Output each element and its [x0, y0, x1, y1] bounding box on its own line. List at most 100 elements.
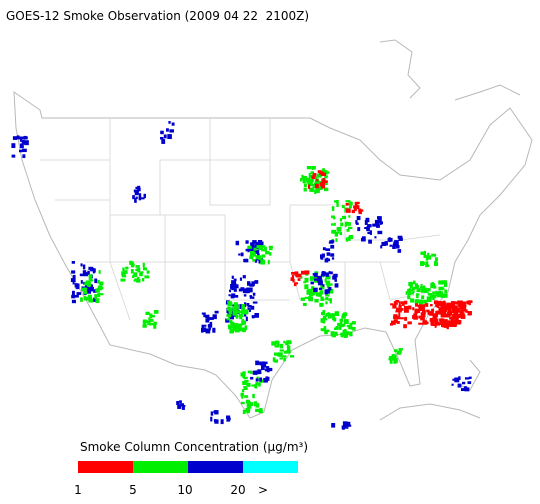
smoke-pixel [418, 302, 422, 308]
smoke-pixel [323, 180, 328, 183]
smoke-pixel [19, 137, 23, 142]
smoke-pixel [436, 305, 440, 308]
smoke-pixel [395, 310, 398, 313]
smoke-pixel [345, 421, 351, 426]
smoke-pixel [242, 381, 247, 386]
smoke-pixel [140, 197, 145, 200]
smoke-pixel [349, 331, 353, 337]
color-bar-segment [188, 461, 243, 473]
smoke-pixel [302, 175, 307, 179]
smoke-pixel [145, 311, 150, 316]
smoke-pixel [274, 352, 279, 356]
smoke-pixel [93, 289, 97, 293]
smoke-pixel [250, 376, 254, 380]
smoke-pixel [334, 283, 339, 288]
smoke-pixel [426, 309, 430, 313]
smoke-pixel [135, 196, 138, 199]
smoke-pixel [468, 376, 472, 379]
smoke-pixel [452, 314, 457, 320]
smoke-pixel [420, 283, 423, 287]
smoke-pixel [328, 288, 334, 294]
smoke-pixel [429, 293, 432, 298]
smoke-pixel [149, 322, 154, 326]
smoke-pixel [241, 389, 245, 393]
smoke-pixel [138, 193, 142, 197]
smoke-pixel [237, 323, 243, 327]
smoke-pixel [146, 270, 150, 274]
smoke-pixel [303, 183, 307, 188]
smoke-pixel [409, 284, 413, 289]
smoke-pixel [325, 294, 330, 297]
smoke-pixel [420, 261, 425, 265]
smoke-pixel [440, 291, 443, 295]
smoke-pixel [450, 301, 456, 305]
smoke-pixel [365, 217, 370, 223]
smoke-pixel [408, 282, 413, 287]
smoke-pixel [403, 324, 407, 329]
smoke-pixel [446, 305, 452, 310]
smoke-pixel [398, 348, 403, 351]
smoke-pixel [444, 289, 448, 294]
color-bar-label: 5 [129, 483, 137, 497]
smoke-pixel [317, 279, 323, 283]
smoke-pixel [316, 173, 322, 178]
smoke-pixel [396, 315, 400, 320]
smoke-pixel [450, 303, 455, 306]
smoke-pixel [435, 310, 439, 314]
smoke-pixel [332, 331, 338, 336]
smoke-pixel [396, 307, 400, 311]
smoke-pixel [407, 295, 411, 300]
smoke-pixel [326, 274, 329, 277]
smoke-pixel [249, 295, 252, 298]
smoke-pixel [246, 383, 251, 387]
smoke-pixel [434, 323, 437, 328]
smoke-pixel [396, 245, 400, 249]
smoke-pixel [398, 348, 402, 353]
smoke-pixel [339, 318, 344, 322]
smoke-pixel [451, 309, 457, 313]
smoke-pixel [429, 318, 434, 322]
smoke-pixel [304, 285, 309, 288]
smoke-pixel [71, 261, 75, 264]
smoke-pixel [261, 248, 266, 252]
smoke-pixel [226, 418, 231, 422]
smoke-pixel [329, 298, 332, 303]
smoke-pixel [252, 370, 258, 375]
smoke-pixel [160, 137, 164, 140]
smoke-pixel [269, 367, 273, 372]
smoke-pixel [233, 288, 237, 292]
smoke-pixel [85, 285, 89, 289]
smoke-pixel [250, 244, 255, 249]
smoke-pixel [231, 282, 237, 288]
smoke-pixel [356, 205, 360, 210]
smoke-pixel [252, 301, 258, 304]
smoke-pixel [135, 265, 140, 268]
smoke-pixel [354, 201, 360, 205]
smoke-pixel [416, 288, 421, 293]
smoke-pixel [148, 317, 151, 321]
smoke-pixel [248, 309, 252, 312]
smoke-pixel [331, 229, 337, 234]
smoke-pixel [279, 357, 283, 360]
smoke-pixel [206, 315, 210, 320]
smoke-pixel [210, 416, 213, 422]
smoke-pixel [255, 385, 258, 389]
smoke-pixel [202, 327, 207, 332]
smoke-pixel [447, 320, 452, 326]
smoke-pixel [318, 185, 323, 190]
smoke-pixel [443, 283, 448, 287]
smoke-pixel [334, 233, 339, 237]
smoke-pixel [99, 286, 104, 290]
smoke-pixel [407, 305, 412, 310]
smoke-pixel [454, 377, 460, 383]
smoke-pixel [255, 408, 261, 412]
smoke-pixel [230, 320, 233, 325]
smoke-pixel [245, 399, 250, 404]
smoke-pixel [122, 267, 125, 272]
smoke-pixel [245, 289, 250, 294]
smoke-pixel [88, 274, 93, 278]
smoke-pixel [427, 252, 430, 258]
smoke-pixel [392, 245, 396, 249]
smoke-pixel [287, 346, 291, 351]
smoke-pixel [332, 275, 337, 280]
